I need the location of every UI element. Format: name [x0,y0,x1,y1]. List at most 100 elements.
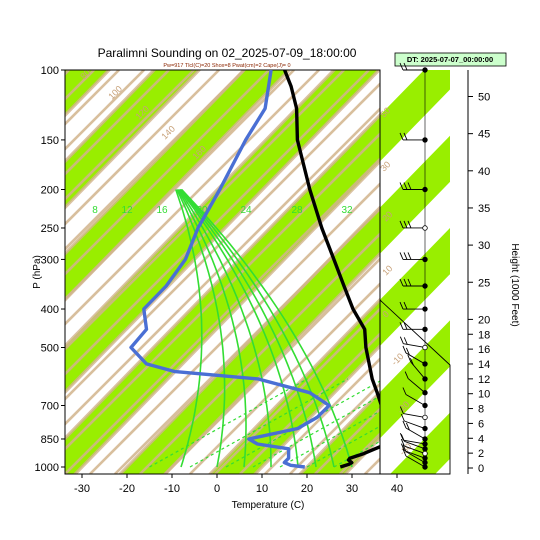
chart-subtitle: Pw=917 Tlcl(C)=20 Shox=8 Pwat(cm)=2 Cape… [163,63,290,69]
y2-tick-label: 6 [478,418,484,430]
dry-adiabat [65,70,170,176]
x-tick-label: -30 [74,483,90,495]
wind-barb-flag [399,182,404,190]
barb-point [422,402,428,409]
y-tick-label: 100 [41,65,59,77]
wind-barb-flag [399,432,404,441]
wind-barb-flag [402,345,407,354]
wind-barb-flag [399,301,404,310]
y2-tick-label: 45 [478,129,490,141]
y2-tick-label: 20 [478,314,490,326]
barb-point [422,455,428,461]
adiabat-label: 100 [106,84,124,102]
y2-tick-label: 14 [478,359,490,371]
barb-point [422,256,428,263]
y-tick-label: 700 [41,401,59,413]
barb-point [422,225,428,231]
moist-adiabat [175,189,203,468]
barb-point [422,459,428,466]
temperature-line [283,70,380,469]
mixing-ratio-label: 16 [156,205,168,216]
dry-adiabat [65,70,345,351]
barb-point [422,441,428,447]
barb-point [422,186,428,193]
dry-adiabat [114,207,380,474]
dewpoint-line [129,70,331,469]
dry-adiabat [65,70,145,151]
isotherm-band-right [380,320,450,439]
wind-barb-flag [402,387,407,395]
moist-adiabat [179,189,299,468]
wind-barb-flag [399,278,404,287]
y2-tick-label: 12 [478,374,490,386]
y2-tick-label: 4 [478,433,484,445]
wind-barb-flag [407,220,412,229]
moist-adiabat [181,188,353,468]
x-tick-label: 30 [346,483,358,495]
wind-barb-flag [407,182,412,190]
wind-barb-shaft [403,343,426,348]
x-tick-label: 40 [391,483,403,495]
wind-barb-shaft [404,420,426,429]
dry-adiabat [65,70,195,201]
x-tick-label: 0 [214,483,220,495]
isotherm-line [65,70,202,210]
wind-barb-flag [402,448,407,457]
isotherm-band-right [380,135,450,254]
dry-adiabat [65,70,245,251]
mixing-ratio-line [279,410,380,468]
dry-adiabat [65,82,380,401]
wind-barb-flag [399,406,404,414]
wind-barb-shaft [403,413,426,418]
mixing-ratio-label: 12 [121,205,133,216]
y2-tick-label: 16 [478,344,490,356]
moist-adiabat [176,189,226,468]
dry-adiabat [65,157,380,474]
x-tick-label: 20 [301,483,313,495]
dry-adiabat [65,70,270,276]
wind-barb-flag [399,252,404,260]
isotherm-line [207,297,380,474]
mixing-ratio-line [252,395,380,468]
adiabat-label: 0 [380,309,391,320]
isotherm-band [65,115,380,474]
dry-adiabat [264,357,380,474]
right-panel-outline [379,70,451,475]
y-tick-label: 150 [41,135,59,147]
y-tick-label: 300 [41,254,59,266]
mixing-ratio-label: 28 [291,205,303,216]
y2-tick-label: 10 [478,389,490,401]
moist-adiabat [179,188,317,468]
dry-adiabat [189,282,380,474]
adiabat-label: 10 [380,263,394,277]
wind-barb-flag [403,337,408,345]
dry-adiabat [65,70,320,326]
dry-adiabat [214,307,380,474]
wind-barb-flag [405,347,410,356]
y-tick-label: 200 [41,185,59,197]
barb-point [422,450,428,457]
y2-tick-label: 40 [478,166,490,178]
mixing-ratio-label: 20 [196,205,208,216]
wind-barb-flag [399,62,404,71]
barb-point [422,376,428,382]
y-tick-label: 400 [41,304,59,316]
wind-barb-flag [400,438,405,447]
barb-point [422,306,428,312]
wind-barb-flag [402,420,407,429]
x-tick-label: 10 [256,483,268,495]
wind-barb-flag [403,252,408,260]
isotherm-band-right [380,70,450,162]
wind-barb-flag [402,444,407,452]
dry-adiabat [239,332,380,474]
wind-barb-flag [403,132,408,141]
wind-barb-flag [399,322,404,330]
wind-barb-flag [403,301,408,310]
y-tick-label: 1000 [35,462,59,474]
isotherm-line [72,159,380,474]
isotherm-line [297,389,380,474]
wind-barb-flag [407,252,412,260]
isotherm-line [252,343,380,474]
barb-point [422,283,428,289]
